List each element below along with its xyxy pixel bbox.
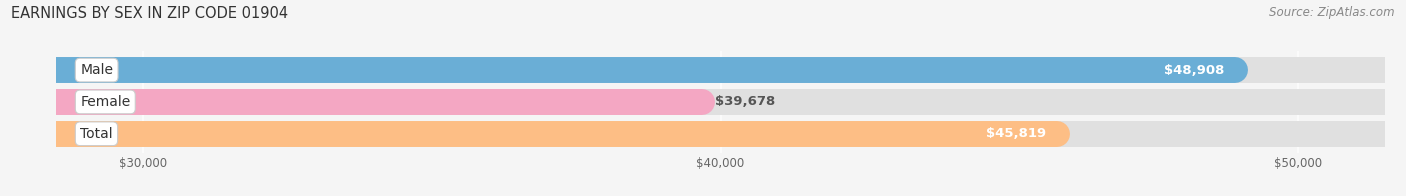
Text: Female: Female bbox=[80, 95, 131, 109]
Text: EARNINGS BY SEX IN ZIP CODE 01904: EARNINGS BY SEX IN ZIP CODE 01904 bbox=[11, 6, 288, 21]
Text: $39,678: $39,678 bbox=[716, 95, 776, 108]
Text: Source: ZipAtlas.com: Source: ZipAtlas.com bbox=[1270, 6, 1395, 19]
Text: Total: Total bbox=[80, 127, 112, 141]
Text: $45,819: $45,819 bbox=[986, 127, 1046, 140]
Text: $48,908: $48,908 bbox=[1164, 64, 1225, 77]
Text: Male: Male bbox=[80, 63, 112, 77]
